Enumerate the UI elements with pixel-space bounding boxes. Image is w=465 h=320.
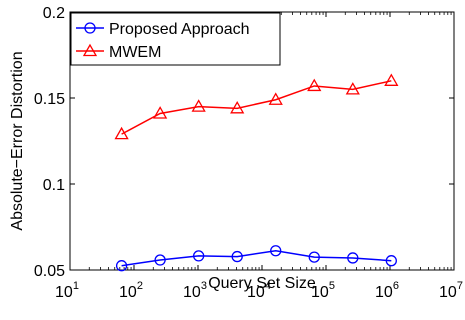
x-tick-label: 107 <box>439 280 463 301</box>
x-tick-label: 104 <box>247 280 271 301</box>
legend-marker <box>82 43 98 57</box>
legend-marker <box>84 22 96 34</box>
series-line <box>121 249 392 267</box>
data-point <box>270 245 282 257</box>
series-1 <box>115 245 397 272</box>
data-point <box>230 101 245 114</box>
legend-box <box>70 12 281 66</box>
y-tick-label: 0.2 <box>43 5 65 22</box>
data-point <box>231 250 243 263</box>
data-point <box>347 252 359 264</box>
data-point <box>268 92 283 105</box>
data-point <box>154 254 166 266</box>
y-tick-label: 0.1 <box>43 177 65 194</box>
x-axis-title: Query Set Size <box>208 275 316 292</box>
data-point <box>193 250 205 262</box>
x-tick-label: 103 <box>183 280 207 301</box>
series-line <box>121 80 392 135</box>
series-2 <box>114 73 399 140</box>
legend-label: MWEM <box>109 44 161 61</box>
x-tick-label: 105 <box>311 280 335 301</box>
data-point <box>307 78 322 92</box>
data-point <box>345 82 360 95</box>
data-point <box>115 260 128 272</box>
axis-tick-labels: 101 102 103 104 105 106 107 0.05 0.1 0.15 0.2 <box>34 5 463 301</box>
y-tick-label: 0.05 <box>34 263 65 280</box>
y-axis-title: Absolute−Error Distortion <box>9 51 26 230</box>
x-tick-label: 102 <box>119 280 143 301</box>
series-layer <box>114 73 399 272</box>
legend: Proposed Approach MWEM <box>70 12 281 66</box>
x-tick-label: 106 <box>375 280 399 301</box>
data-point <box>384 73 399 86</box>
x-tick-label: 101 <box>55 280 79 301</box>
data-point <box>385 255 397 267</box>
legend-label: Proposed Approach <box>109 21 250 38</box>
data-point <box>308 251 320 263</box>
y-tick-label: 0.15 <box>34 91 65 108</box>
data-point <box>191 99 206 112</box>
data-point <box>114 126 129 140</box>
data-point <box>153 106 168 119</box>
